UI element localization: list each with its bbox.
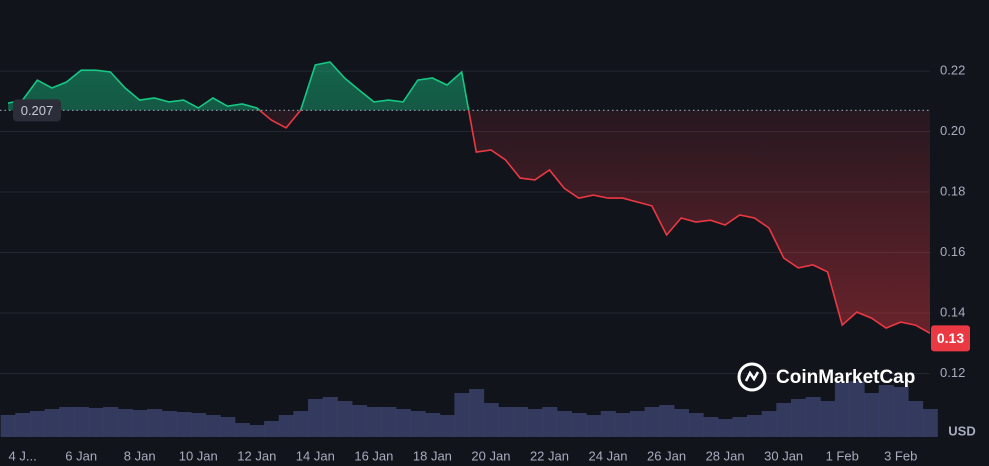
x-tick-label: 14 Jan xyxy=(296,448,335,463)
volume-bar xyxy=(673,409,690,437)
x-tick-label: 12 Jan xyxy=(237,448,276,463)
volume-bar xyxy=(249,425,265,437)
price-line-up xyxy=(7,61,470,111)
price-line-down xyxy=(258,110,930,334)
volume-bar xyxy=(439,415,455,437)
area-down xyxy=(259,110,930,334)
x-tick-label: 24 Jan xyxy=(589,448,628,463)
y-tick-label: 0.14 xyxy=(940,304,965,319)
x-tick-label: 26 Jan xyxy=(647,448,686,463)
volume-bar xyxy=(322,397,338,437)
volume-bar xyxy=(747,415,763,437)
y-tick-label: 0.12 xyxy=(940,365,965,380)
volume-bar xyxy=(600,411,616,437)
volume-bar xyxy=(864,393,880,437)
volume-bar xyxy=(425,413,441,437)
volume-bar xyxy=(381,407,397,437)
watermark-logo xyxy=(737,362,767,392)
x-tick-label: 18 Jan xyxy=(413,448,452,463)
volume-bar xyxy=(878,385,894,437)
volume-bar xyxy=(410,411,426,437)
volume-bar xyxy=(0,415,16,437)
volume-bar xyxy=(571,413,587,437)
current-badge xyxy=(931,325,970,352)
x-tick-label: 10 Jan xyxy=(179,448,218,463)
watermark: CoinMarketCap xyxy=(776,367,915,388)
volume-bar xyxy=(527,409,543,437)
volume-bar xyxy=(308,399,324,437)
volume-bar xyxy=(59,407,75,437)
volume-bar xyxy=(147,409,163,437)
volume-bar xyxy=(542,407,558,437)
x-tick-label: 3 Feb xyxy=(884,448,917,463)
x-tick-label: 16 Jan xyxy=(354,448,393,463)
volume-bar xyxy=(190,413,207,437)
volume-bar xyxy=(732,417,748,437)
volume-bar xyxy=(351,405,368,437)
volume-bar xyxy=(629,411,646,437)
currency-label: USD xyxy=(948,423,975,438)
volume-bar xyxy=(395,409,411,437)
volume-bar xyxy=(703,417,719,437)
volume-bar xyxy=(688,413,704,437)
volume-bar xyxy=(103,407,119,437)
volume-bar xyxy=(615,413,631,437)
volume-bar xyxy=(44,409,60,437)
y-tick-label: 0.16 xyxy=(940,244,965,259)
x-tick-label: 6 Jan xyxy=(65,448,97,463)
volume-bar xyxy=(454,393,470,437)
volume-bar xyxy=(29,411,46,437)
volume-bar xyxy=(366,407,382,437)
volume-bar xyxy=(659,405,675,437)
x-tick-label: 30 Jan xyxy=(764,448,803,463)
volume-bar xyxy=(834,383,851,437)
volume-bar xyxy=(776,403,792,437)
x-tick-label: 8 Jan xyxy=(124,448,156,463)
volume-bar xyxy=(73,407,89,437)
volume-bar xyxy=(512,407,529,437)
y-tick-label: 0.22 xyxy=(940,63,965,78)
volume-bar xyxy=(498,407,514,437)
y-tick-label: 0.18 xyxy=(940,183,965,198)
volume-bar xyxy=(132,410,148,437)
volume-bar xyxy=(820,401,836,437)
volume-bar xyxy=(805,397,821,437)
volume-bar xyxy=(264,421,280,437)
volume-bar xyxy=(586,415,602,437)
x-tick-label: 28 Jan xyxy=(706,448,745,463)
volume-bar xyxy=(908,401,924,437)
volume-bar xyxy=(761,411,777,437)
volume-bar xyxy=(234,423,250,437)
x-tick-label: 20 Jan xyxy=(471,448,510,463)
volume-bar xyxy=(176,412,192,437)
volume-bar xyxy=(15,413,31,437)
volume-bar xyxy=(717,419,733,437)
volume-bar xyxy=(893,387,909,437)
volume-bar xyxy=(293,411,309,437)
y-tick-label: 0.20 xyxy=(940,123,965,138)
area-up xyxy=(8,62,930,111)
volume-bar xyxy=(161,411,177,437)
volume-bar xyxy=(849,381,865,437)
x-tick-label: 22 Jan xyxy=(530,448,569,463)
volume-bar xyxy=(556,411,572,437)
volume-bar xyxy=(88,408,104,437)
current-label: 0.13 xyxy=(937,330,964,346)
volume-bar xyxy=(790,399,807,437)
volume-bar xyxy=(205,415,221,437)
volume-bar xyxy=(278,415,294,437)
volume-bar xyxy=(220,417,236,437)
volume-bar xyxy=(644,407,660,437)
volume-bar xyxy=(117,409,133,437)
x-tick-label: 1 Feb xyxy=(826,448,859,463)
volume-bar xyxy=(469,389,485,437)
volume-bar xyxy=(337,401,353,437)
volume-bar xyxy=(483,403,499,437)
baseline-badge xyxy=(13,99,61,122)
x-tick-label: 4 J... xyxy=(9,448,37,463)
volume-bar xyxy=(922,409,938,437)
baseline-label: 0.207 xyxy=(21,103,54,118)
